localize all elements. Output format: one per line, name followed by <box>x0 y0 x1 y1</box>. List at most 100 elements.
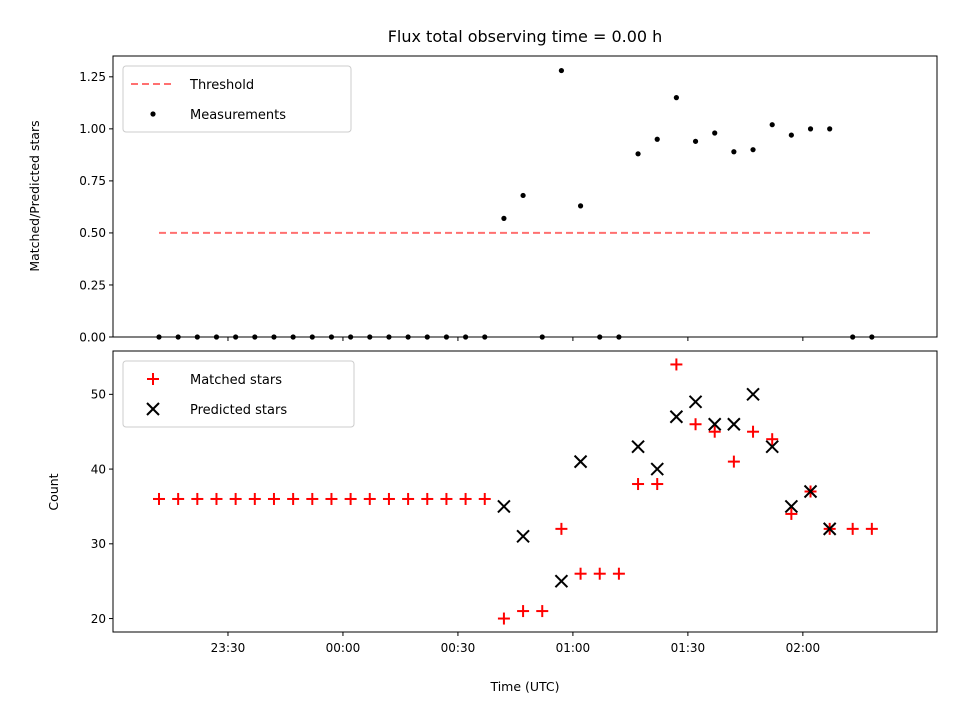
predicted-point <box>765 439 779 454</box>
matched-point <box>267 492 280 505</box>
measurements-legend-label: Measurements <box>190 108 286 123</box>
measurement-point <box>501 215 507 221</box>
measurement-point <box>712 130 718 136</box>
predicted-point <box>822 522 837 536</box>
predicted-point <box>746 387 760 402</box>
matched-point <box>766 433 779 446</box>
matched-point <box>747 425 760 438</box>
predicted-legend-label: Predicted stars <box>190 403 287 418</box>
top-plot-frame <box>112 55 938 338</box>
matched-point <box>708 425 721 438</box>
matched-point <box>574 567 587 580</box>
measurement-point <box>692 138 699 144</box>
measurements-legend-marker <box>150 111 156 117</box>
matched-point <box>612 567 625 580</box>
matched-point <box>172 492 185 505</box>
x-axis-label: Time (UTC) <box>489 679 559 694</box>
matched-point <box>478 492 491 505</box>
measurement-point <box>520 192 526 199</box>
matched-point <box>152 492 165 505</box>
matched-point <box>555 522 568 535</box>
xtick-label: 23:30 <box>211 641 246 655</box>
matched-point <box>402 492 415 505</box>
matched-point <box>440 492 453 505</box>
matched-point <box>632 478 645 491</box>
top-y-axis-label: Matched/Predicted stars <box>27 120 42 271</box>
matched-point <box>382 492 395 505</box>
bottom-plot-frame <box>112 350 938 633</box>
xtick-label: 00:30 <box>441 641 476 655</box>
xtick-label: 00:00 <box>326 641 361 655</box>
matched-point <box>229 492 242 505</box>
predicted-point <box>708 417 722 431</box>
predicted-point <box>497 499 511 514</box>
matched-point <box>846 522 859 535</box>
measurement-point <box>750 147 756 153</box>
predicted-point <box>631 439 645 454</box>
matched-point <box>651 478 664 491</box>
measurement-point <box>788 132 794 138</box>
bottom-ytick-label: 20 <box>91 612 106 626</box>
matched-point <box>191 492 204 505</box>
top-ytick-label: 0.00 <box>79 330 106 344</box>
matched-point <box>727 455 740 468</box>
measurement-point <box>635 151 641 157</box>
top-legend: Threshold Measurements <box>122 65 352 133</box>
predicted-point <box>516 529 530 544</box>
matched-point <box>865 522 878 535</box>
predicted-point <box>784 499 799 514</box>
bottom-legend-box <box>122 360 355 428</box>
predicted-point <box>573 454 588 469</box>
top-ytick-label: 1.00 <box>79 122 106 136</box>
matched-point <box>497 612 510 625</box>
top-ytick-label: 0.75 <box>79 174 106 188</box>
matched-point <box>325 492 338 505</box>
predicted-point <box>727 417 741 431</box>
measurement-point <box>558 67 565 74</box>
bottom-ytick-label: 30 <box>91 537 106 551</box>
matched-point <box>593 567 606 580</box>
threshold-legend-label: Threshold <box>189 78 254 93</box>
matched-point <box>517 605 530 618</box>
matched-point <box>536 605 549 618</box>
matched-legend-label: Matched stars <box>190 373 282 388</box>
measurement-point <box>654 136 660 142</box>
bottom-plot-panel: 20 30 40 50 23:30 00:00 00:30 01:00 01:30 02:00 <box>91 358 878 655</box>
predicted-legend-marker <box>146 402 160 416</box>
matched-point <box>459 492 472 505</box>
xtick-label: 02:00 <box>786 641 821 655</box>
measurement-point <box>827 126 833 132</box>
predicted-point <box>688 395 703 409</box>
measurement-point <box>731 149 737 155</box>
bottom-ytick-label: 40 <box>91 462 106 476</box>
xtick-label: 01:00 <box>556 641 591 655</box>
top-legend-box <box>122 65 352 133</box>
xtick-label: 01:30 <box>671 641 706 655</box>
matched-point <box>306 492 319 505</box>
bottom-ytick-label: 50 <box>91 388 106 402</box>
matched-point <box>689 418 702 431</box>
predicted-point <box>669 410 684 424</box>
top-ytick-label: 1.25 <box>79 70 106 84</box>
predicted-point <box>650 462 664 476</box>
bottom-legend: Matched stars Predicted stars <box>122 360 355 428</box>
measurement-point <box>577 203 584 209</box>
matched-point <box>344 492 357 505</box>
matched-point <box>785 507 798 520</box>
top-chart-title: Flux total observing time = 0.00 h <box>388 27 663 46</box>
matched-point <box>210 492 223 505</box>
matched-point <box>363 492 376 505</box>
matched-point <box>421 492 434 505</box>
top-ytick-label: 0.25 <box>79 278 106 292</box>
predicted-point <box>803 484 818 499</box>
matched-point <box>287 492 300 505</box>
predicted-point <box>554 574 569 588</box>
measurement-point <box>807 126 814 132</box>
measurement-point <box>769 122 775 128</box>
bottom-y-axis-label: Count <box>46 473 61 510</box>
measurement-point <box>673 95 679 101</box>
matched-legend-marker <box>147 373 159 385</box>
top-ytick-label: 0.50 <box>79 226 106 240</box>
matched-point <box>248 492 261 505</box>
